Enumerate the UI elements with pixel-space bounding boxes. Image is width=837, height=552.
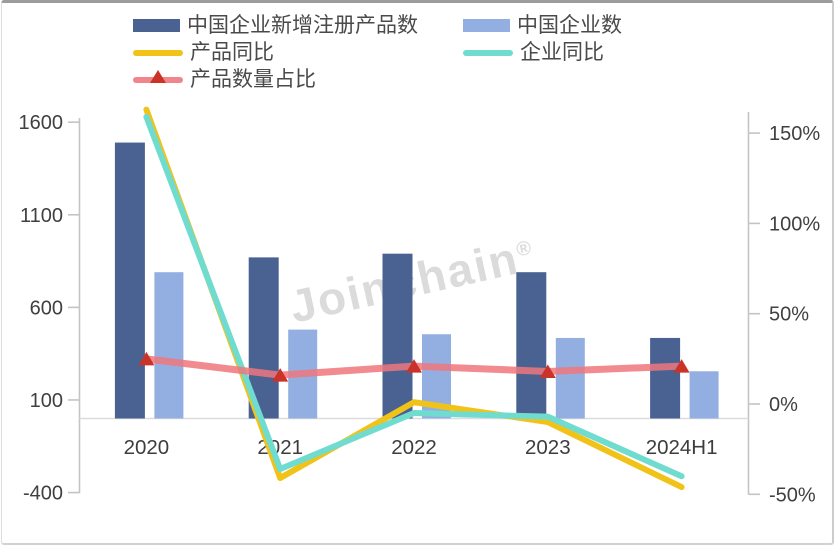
axes: 1600 1100 600 100 -400 150% 100% 50% 0% -50% bbox=[19, 112, 820, 506]
legend-swatch-teal-line bbox=[463, 49, 513, 56]
left-axis-tick-label: 100 bbox=[30, 390, 63, 412]
dark-bar bbox=[516, 272, 547, 419]
legend-swatch-light-bar bbox=[463, 19, 510, 32]
light-bar bbox=[555, 337, 585, 419]
legend-label: 企业同比 bbox=[520, 41, 604, 64]
triangle-marker bbox=[673, 359, 690, 373]
legend-label: 中国企业数 bbox=[517, 14, 622, 37]
left-axis-tick-label: 1100 bbox=[20, 205, 63, 227]
line-series-0 bbox=[143, 106, 685, 491]
x-axis-label: 2023 bbox=[525, 436, 571, 459]
legend-swatch-dark-bar bbox=[133, 19, 180, 32]
right-axis-tick-label: 50% bbox=[769, 304, 809, 326]
legend-label: 产品同比 bbox=[190, 41, 274, 64]
line-series-1 bbox=[143, 113, 685, 480]
light-bar bbox=[689, 371, 719, 419]
triangle-marker-icon bbox=[150, 69, 166, 83]
legend-label: 产品数量占比 bbox=[190, 68, 316, 91]
right-axis-tick-label: 0% bbox=[769, 394, 798, 416]
right-axis-tick-label: -50% bbox=[769, 484, 816, 506]
dark-bar bbox=[650, 337, 681, 419]
left-axis-tick-label: 1600 bbox=[19, 112, 64, 134]
left-axis-tick-label: -400 bbox=[23, 483, 63, 505]
x-axis-label: 2022 bbox=[391, 436, 437, 459]
x-axis-label: 2020 bbox=[124, 436, 170, 459]
legend-item-product-share[interactable]: 产品数量占比 bbox=[133, 68, 316, 91]
legend-item-company-yoy[interactable]: 企业同比 bbox=[463, 41, 604, 64]
legend-swatch-pink-line bbox=[133, 69, 183, 83]
triangle-marker bbox=[406, 359, 422, 373]
dark-bar bbox=[114, 142, 145, 419]
legend-item-product-yoy[interactable]: 产品同比 bbox=[133, 41, 274, 64]
chart-legend: 中国企业新增注册产品数 中国企业数 产品同比 企业同比 产品数量占比 bbox=[0, 0, 837, 96]
triangle-marker bbox=[272, 368, 289, 382]
triangle-marker bbox=[138, 351, 155, 366]
right-axis-tick-label: 150% bbox=[769, 123, 820, 145]
triangle-marker bbox=[539, 364, 556, 378]
legend-item-company-count[interactable]: 中国企业数 bbox=[463, 14, 622, 37]
light-bar bbox=[154, 272, 184, 419]
dark-bar bbox=[382, 253, 413, 419]
legend-item-new-registered-products[interactable]: 中国企业新增注册产品数 bbox=[133, 14, 418, 37]
left-axis-tick-label: 600 bbox=[30, 297, 63, 319]
right-axis-tick-label: 100% bbox=[769, 213, 820, 235]
legend-label: 中国企业新增注册产品数 bbox=[187, 14, 418, 37]
x-axis-label: 2024H1 bbox=[646, 436, 718, 459]
legend-swatch-yellow-line bbox=[133, 49, 183, 56]
